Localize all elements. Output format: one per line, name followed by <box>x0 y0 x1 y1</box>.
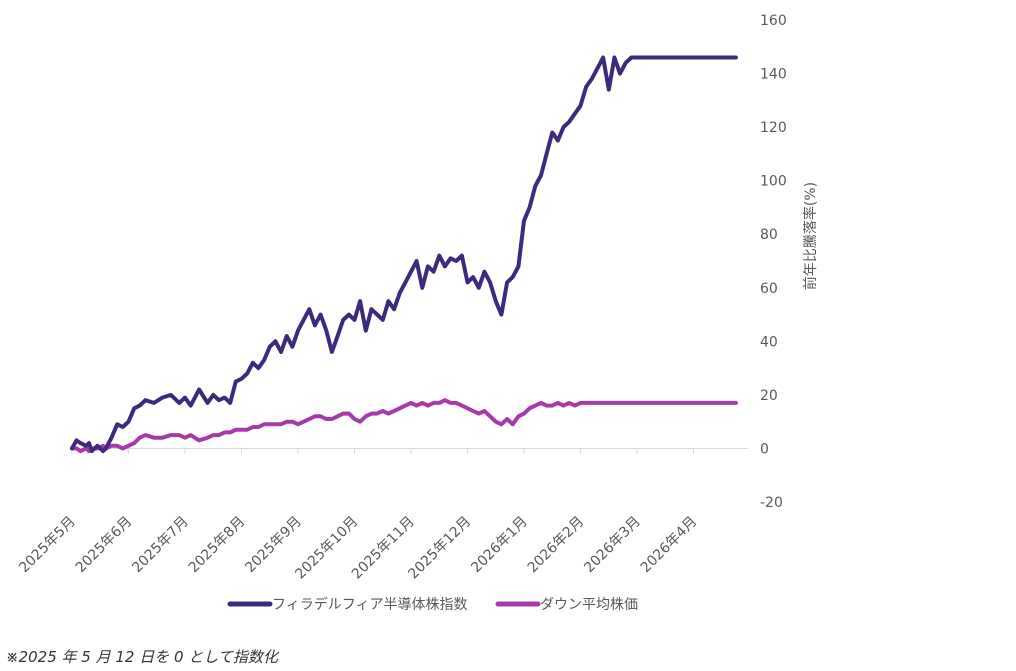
series-line <box>70 55 738 454</box>
legend-label: ダウン平均株価 <box>540 597 638 613</box>
legend-label: フィラデルフィア半導体株指数 <box>272 596 467 613</box>
x-tick-label: 2026年1月 <box>468 514 531 577</box>
y-tick-label: -20 <box>760 495 783 511</box>
y-tick-label: 20 <box>760 388 778 404</box>
x-tick-label: 2025年6月 <box>73 514 136 577</box>
y-tick-label: 120 <box>760 120 787 136</box>
x-tick-label: 2025年8月 <box>186 514 249 577</box>
y-tick-label: 40 <box>760 334 778 350</box>
y-axis-label: 前年比騰落率(%) <box>802 182 819 290</box>
x-tick-label: 2025年5月 <box>16 514 79 577</box>
x-tick-label: 2026年3月 <box>581 514 644 577</box>
y-tick-label: 0 <box>760 441 769 457</box>
y-tick-label: 60 <box>760 281 778 297</box>
x-tick-label: 2026年2月 <box>525 514 588 577</box>
x-tick-label: 2025年7月 <box>129 514 192 577</box>
y-tick-label: 100 <box>760 174 787 190</box>
x-tick-label: 2026年4月 <box>638 514 701 577</box>
footnote: ※2025 年 5 月 12 日を 0 として指数化 <box>6 648 278 666</box>
x-axis-ticks: 2025年5月2025年6月2025年7月2025年8月2025年9月2025年… <box>16 448 700 582</box>
y-tick-label: 80 <box>760 227 778 243</box>
y-axis-ticks: -20 0 20 40 60 80 100 120 140 160 <box>760 13 787 511</box>
series-group <box>70 55 738 454</box>
legend: フィラデルフィア半導体株指数 ダウン平均株価 <box>227 596 638 613</box>
y-tick-label: 140 <box>760 67 787 83</box>
series-line <box>70 398 738 454</box>
y-tick-label: 160 <box>760 13 787 29</box>
